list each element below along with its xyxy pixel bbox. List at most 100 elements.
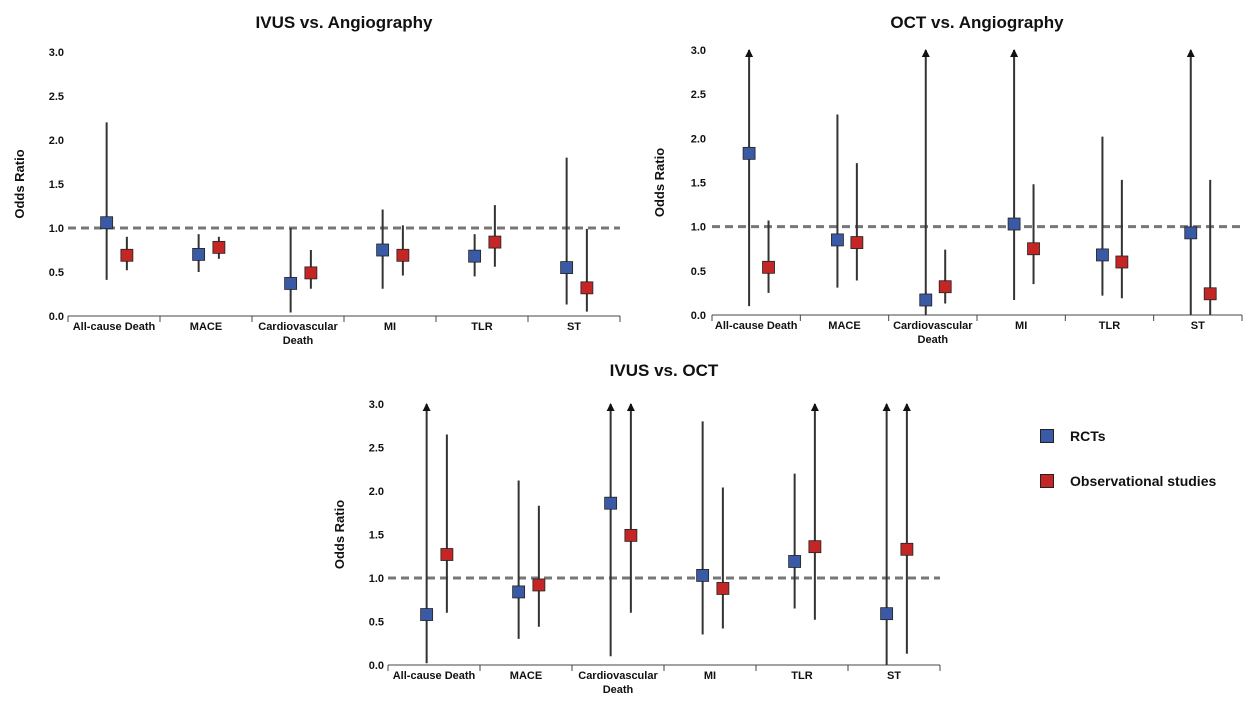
panel3-ytick-label: 0.0: [369, 660, 384, 672]
panel1-rct-point: [560, 261, 574, 275]
panel2-ytick-label: 2.0: [691, 133, 706, 145]
panel2-category-label: All-cause Death: [715, 320, 798, 332]
panel2-category-label: MACE: [828, 320, 860, 332]
panel3-rct-point: [788, 555, 802, 568]
panel1-rct-point: [376, 243, 390, 257]
panel1-ytick-label: 2.0: [49, 135, 64, 147]
panel3-category-label: ST: [887, 670, 901, 682]
panel3-observational-ci-arrow: [902, 403, 911, 411]
panel1-category-label: ST: [567, 321, 581, 333]
panel3-observational-point: [716, 582, 730, 595]
panel3-observational-ci-arrow: [810, 403, 819, 411]
panel3-rct-point: [420, 608, 434, 621]
panel1-observational-point: [212, 240, 226, 254]
panel2-ytick-label: 1.0: [691, 222, 706, 234]
legend-item-observational: Observational studies: [1040, 471, 1216, 491]
panel2-ytick-label: 0.5: [691, 266, 706, 278]
panel1-ytick-label: 0.5: [49, 267, 64, 279]
panel1-category-label: Death: [283, 335, 314, 347]
legend-swatch-rcts: [1040, 429, 1054, 443]
panel2-ytick-label: 2.5: [691, 89, 706, 101]
panel2-observational-point: [1027, 242, 1040, 256]
panel3-ytick-label: 1.5: [369, 530, 384, 542]
panel3-observational-point: [624, 528, 638, 542]
panel2-observational-point: [850, 236, 864, 249]
panel2-observational-point: [938, 280, 952, 294]
panel3-rct-point: [696, 568, 710, 582]
panel1-observational-point: [304, 266, 318, 280]
panel1-ytick-label: 1.5: [49, 179, 64, 191]
panel1-observational-point: [488, 235, 502, 249]
panel3-observational-ci-arrow: [626, 403, 635, 411]
panel2-category-label: ST: [1191, 320, 1205, 332]
panel3-ytick-label: 3.0: [369, 399, 384, 411]
panel2-rct-point: [919, 293, 933, 307]
panel1-category-label: MI: [384, 321, 396, 333]
panel3-ytick-label: 1.0: [369, 573, 384, 585]
panel1-observational-point: [580, 281, 594, 295]
panel2-rct-point: [1007, 217, 1021, 231]
panel1-category-label: Cardiovascular: [258, 321, 338, 333]
panel3-rct-point: [512, 585, 526, 599]
legend: RCTs Observational studies: [1040, 426, 1216, 516]
panel2-ylabel: Odds Ratio: [652, 148, 667, 217]
panel2-category-label: Cardiovascular: [893, 320, 973, 332]
panel3-title: IVUS vs. OCT: [610, 361, 719, 380]
panel3-observational-point: [808, 540, 822, 554]
panel1-ytick-label: 0.0: [49, 311, 64, 323]
panel3-ytick-label: 2.5: [369, 443, 384, 455]
panel2-rct-ci-arrow: [1186, 49, 1195, 57]
panel1-category-label: TLR: [471, 321, 492, 333]
panel1-observational-point: [396, 248, 410, 262]
panel3-observational-point: [440, 548, 454, 561]
panel1-ytick-label: 3.0: [49, 47, 64, 59]
panel3-category-label: Death: [603, 684, 634, 696]
legend-item-rcts: RCTs: [1040, 426, 1216, 446]
panel1-ytick-label: 2.5: [49, 91, 64, 103]
panel3-ylabel: Odds Ratio: [332, 500, 347, 569]
panel2-rct-point: [1096, 248, 1109, 262]
panel3-rct-point: [880, 607, 894, 621]
panel3-rct-ci-arrow: [882, 403, 891, 411]
panel2-rct-point: [742, 146, 756, 160]
panel1-category-label: All-cause Death: [73, 321, 156, 333]
panel3-ytick-label: 0.5: [369, 617, 384, 629]
panel3-category-label: All-cause Death: [393, 670, 476, 682]
panel3-rct-ci-arrow: [606, 403, 615, 411]
panel2-category-label: Death: [918, 334, 949, 346]
panel1-rct-point: [100, 216, 114, 230]
panel2-ytick-label: 0.0: [691, 310, 706, 322]
panel1-observational-point: [120, 248, 134, 262]
panel2-category-label: TLR: [1099, 320, 1120, 332]
panel1-rct-point: [284, 277, 298, 290]
panel2-ytick-label: 3.0: [691, 45, 706, 57]
panel3-rct-point: [604, 496, 618, 510]
panel2-observational-point: [762, 260, 775, 274]
panel1-ytick-label: 1.0: [49, 223, 64, 235]
panel3-observational-point: [532, 578, 546, 592]
panel2-rct-ci-arrow: [1010, 49, 1019, 57]
panel3-observational-point: [900, 542, 914, 556]
panel3-rct-ci-arrow: [422, 403, 431, 411]
panel3-category-label: Cardiovascular: [578, 670, 658, 682]
legend-label-observational: Observational studies: [1070, 473, 1217, 489]
panel1-rct-point: [192, 247, 206, 261]
panel1-ylabel: Odds Ratio: [12, 149, 27, 218]
legend-swatch-observational: [1040, 474, 1054, 488]
panel1-category-label: MACE: [190, 321, 222, 333]
panel2-rct-point: [1184, 226, 1198, 240]
panel2-observational-point: [1115, 255, 1129, 269]
panel2-observational-point: [1203, 287, 1217, 301]
panel3-ytick-label: 2.0: [369, 486, 384, 498]
panel2-category-label: MI: [1015, 320, 1027, 332]
panel2-title: OCT vs. Angiography: [890, 13, 1064, 32]
panel2-rct-point: [831, 233, 844, 247]
legend-label-rcts: RCTs: [1070, 428, 1106, 444]
panel3-category-label: TLR: [791, 670, 812, 682]
panel1-title: IVUS vs. Angiography: [256, 13, 434, 32]
panel1-rct-point: [468, 249, 482, 263]
panel2-rct-ci-arrow: [921, 49, 930, 57]
panel2-ytick-label: 1.5: [691, 178, 706, 190]
panel2-rct-ci-arrow: [745, 49, 754, 57]
